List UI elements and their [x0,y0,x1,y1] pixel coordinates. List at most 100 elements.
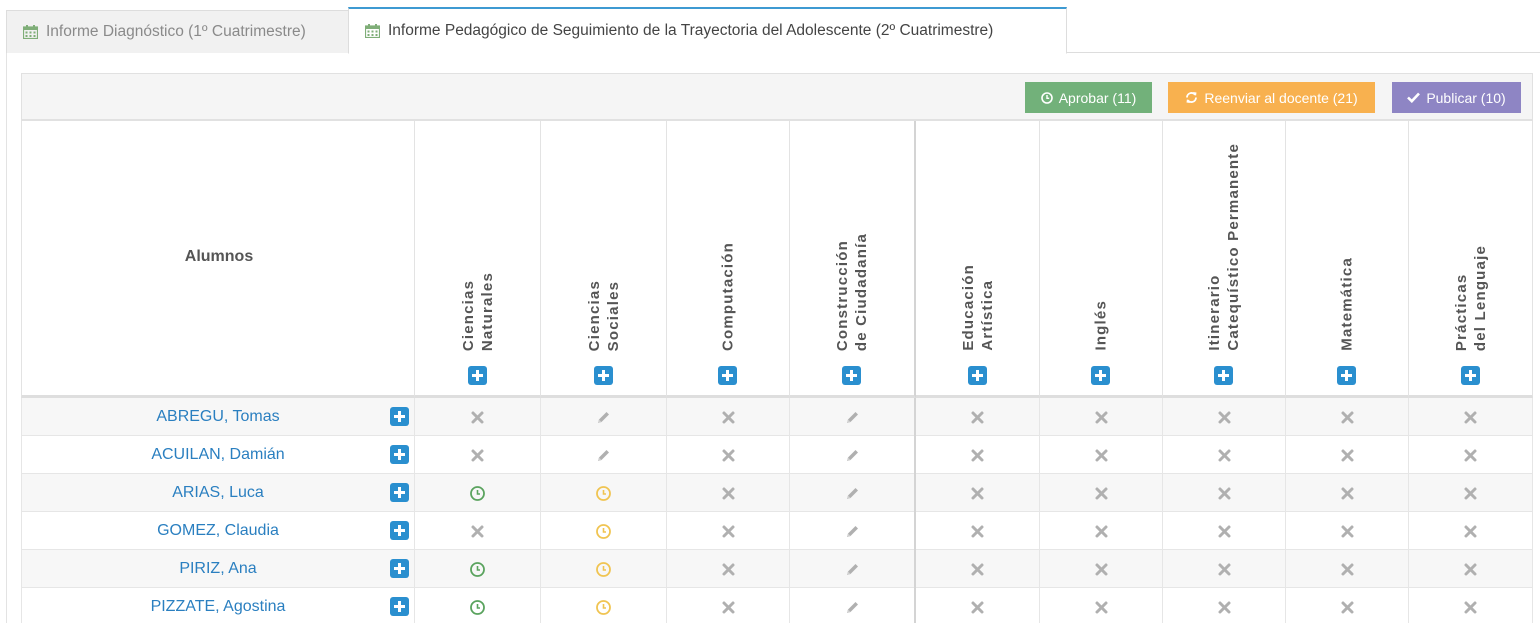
clock-icon[interactable] [595,523,612,540]
x-icon[interactable] [1093,409,1110,426]
plus-square-icon[interactable] [390,407,409,426]
plus-square-icon[interactable] [1337,366,1356,385]
x-icon[interactable] [720,561,737,578]
subject-header-label: Educación Artística [959,264,996,351]
x-icon[interactable] [1093,599,1110,616]
pencil-icon[interactable] [844,485,861,502]
status-cell [1040,398,1163,436]
plus-square-icon[interactable] [593,366,613,385]
x-icon[interactable] [1462,523,1479,540]
x-icon[interactable] [1093,485,1110,502]
x-icon[interactable] [1462,485,1479,502]
x-icon[interactable] [469,523,486,540]
clock-icon[interactable] [595,485,612,502]
x-icon[interactable] [1093,447,1110,464]
clock-icon[interactable] [469,485,486,502]
x-icon[interactable] [969,409,986,426]
x-icon[interactable] [1462,447,1479,464]
resend-label: Reenviar al docente (21) [1204,89,1358,106]
x-icon[interactable] [969,599,986,616]
plus-square-icon[interactable] [967,366,987,385]
x-icon[interactable] [1339,561,1356,578]
x-icon[interactable] [969,447,986,464]
x-icon[interactable] [1339,485,1356,502]
resend-to-teacher-button[interactable]: Reenviar al docente (21) [1168,82,1375,113]
plus-square-icon[interactable] [467,366,487,385]
student-name-link[interactable]: ARIAS, Luca [172,484,264,501]
student-name-link[interactable]: PIZZATE, Agostina [150,598,286,615]
subject-header-cell: Matemática [1286,121,1409,398]
x-icon[interactable] [1216,485,1233,502]
status-cell [415,474,541,512]
plus-square-icon[interactable] [390,483,409,502]
tab-informe-pedagogico[interactable]: Informe Pedagógico de Seguimiento de la … [348,7,1067,54]
x-icon[interactable] [1339,409,1356,426]
pencil-icon[interactable] [844,561,861,578]
student-name-link[interactable]: PIRIZ, Ana [179,560,257,577]
clock-icon[interactable] [595,561,612,578]
pencil-icon[interactable] [844,523,861,540]
x-icon[interactable] [1093,561,1110,578]
x-icon[interactable] [720,409,737,426]
tab-informe-diagnostico[interactable]: Informe Diagnóstico (1º Cuatrimestre) [6,10,349,53]
clock-icon[interactable] [469,599,486,616]
approve-button[interactable]: Aprobar (11) [1025,82,1152,113]
plus-square-icon[interactable] [390,597,409,616]
clock-icon[interactable] [595,599,612,616]
student-cell: ACUILAN, Damián [21,436,415,474]
x-icon[interactable] [1339,447,1356,464]
clock-icon[interactable] [469,561,486,578]
student-name-link[interactable]: GOMEZ, Claudia [157,522,279,539]
status-cell [541,588,667,623]
x-icon[interactable] [1216,523,1233,540]
x-icon[interactable] [1339,523,1356,540]
subject-header-cell: Inglés [1040,121,1163,398]
x-icon[interactable] [969,485,986,502]
x-icon[interactable] [1216,561,1233,578]
plus-square-icon[interactable] [390,559,409,578]
x-icon[interactable] [720,485,737,502]
pencil-icon[interactable] [844,599,861,616]
status-cell [790,474,916,512]
grades-table: Alumnos Ciencias Naturales Ciencias Socia… [21,121,1533,623]
plus-square-icon[interactable] [1091,366,1110,385]
student-cell: PIRIZ, Ana [21,550,415,588]
x-icon[interactable] [720,599,737,616]
student-name-link[interactable]: ABREGU, Tomas [156,408,280,425]
x-icon[interactable] [1462,599,1479,616]
x-icon[interactable] [720,447,737,464]
clock-icon [1040,91,1053,104]
status-cell [1163,550,1286,588]
x-icon[interactable] [1216,409,1233,426]
pencil-icon[interactable] [595,447,612,464]
x-icon[interactable] [1216,447,1233,464]
status-cell [1286,550,1409,588]
plus-square-icon[interactable] [1460,366,1480,385]
x-icon[interactable] [969,561,986,578]
publish-button[interactable]: Publicar (10) [1392,82,1521,113]
student-name-link[interactable]: ACUILAN, Damián [151,446,285,463]
x-icon[interactable] [1216,599,1233,616]
table-row: GOMEZ, Claudia [21,512,1533,550]
x-icon[interactable] [469,409,486,426]
plus-square-icon[interactable] [718,366,737,385]
status-cell [790,436,916,474]
x-icon[interactable] [1462,409,1479,426]
pencil-icon[interactable] [844,409,861,426]
tab-label: Informe Pedagógico de Seguimiento de la … [388,22,994,39]
status-cell [415,550,541,588]
plus-square-icon[interactable] [390,445,409,464]
x-icon[interactable] [1339,599,1356,616]
pencil-icon[interactable] [844,447,861,464]
plus-square-icon[interactable] [842,366,861,385]
table-row: ARIAS, Luca [21,474,1533,512]
pencil-icon[interactable] [595,409,612,426]
x-icon[interactable] [720,523,737,540]
x-icon[interactable] [1093,523,1110,540]
plus-square-icon[interactable] [1214,366,1233,385]
x-icon[interactable] [1462,561,1479,578]
status-cell [667,512,790,550]
x-icon[interactable] [969,523,986,540]
x-icon[interactable] [469,447,486,464]
plus-square-icon[interactable] [390,521,409,540]
